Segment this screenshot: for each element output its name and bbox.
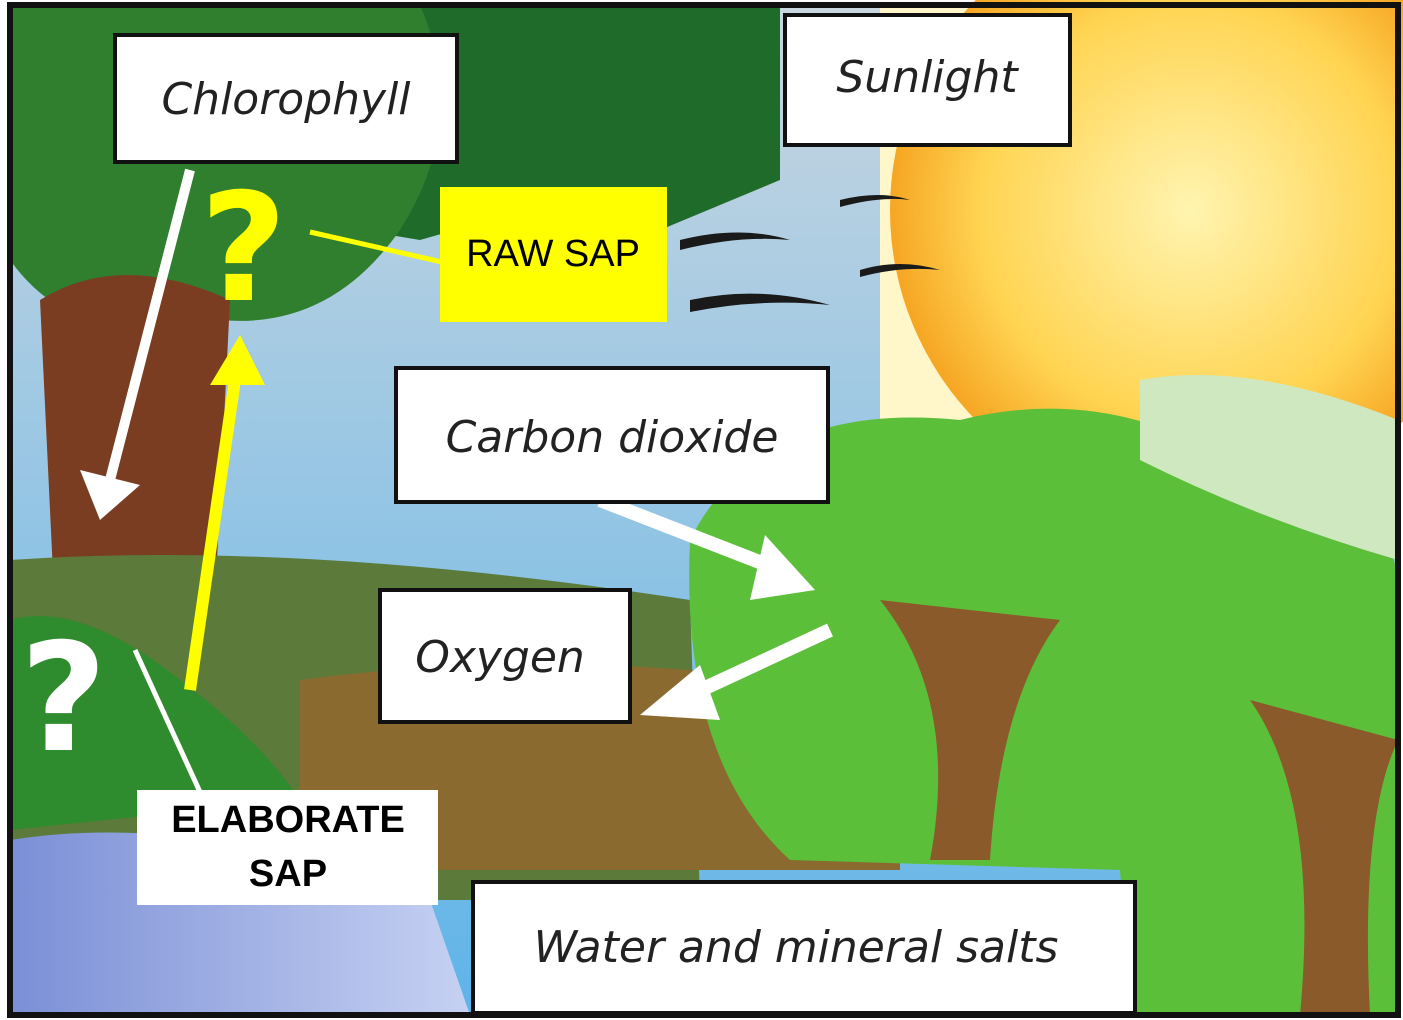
photosynthesis-diagram: ? ? Chlorophyll Sunlight RAW SAP Carbon … (0, 0, 1403, 1020)
label-text: Oxygen (415, 632, 585, 683)
label-text: RAW SAP (466, 233, 640, 275)
question-mark: ? (20, 612, 107, 786)
label-text: Chlorophyll (161, 74, 411, 125)
label-sunlight: Sunlight (785, 15, 1070, 145)
label-elaborate-sap: ELABORATE SAP (137, 790, 438, 905)
question-mark: ? (200, 162, 287, 336)
label-text: Water and mineral salts (534, 922, 1059, 973)
label-water: Water and mineral salts (473, 882, 1135, 1013)
label-text: SAP (249, 853, 327, 895)
label-raw-sap: RAW SAP (440, 187, 667, 322)
label-oxygen: Oxygen (380, 590, 630, 722)
label-chlorophyll: Chlorophyll (115, 35, 457, 162)
label-carbon-dioxide: Carbon dioxide (396, 368, 828, 502)
label-text: Carbon dioxide (446, 412, 779, 463)
label-text: ELABORATE (171, 799, 405, 841)
label-text: Sunlight (836, 52, 1019, 103)
page: {"labels": { "chlorophyll": "Chlorophyll… (0, 0, 1403, 1020)
